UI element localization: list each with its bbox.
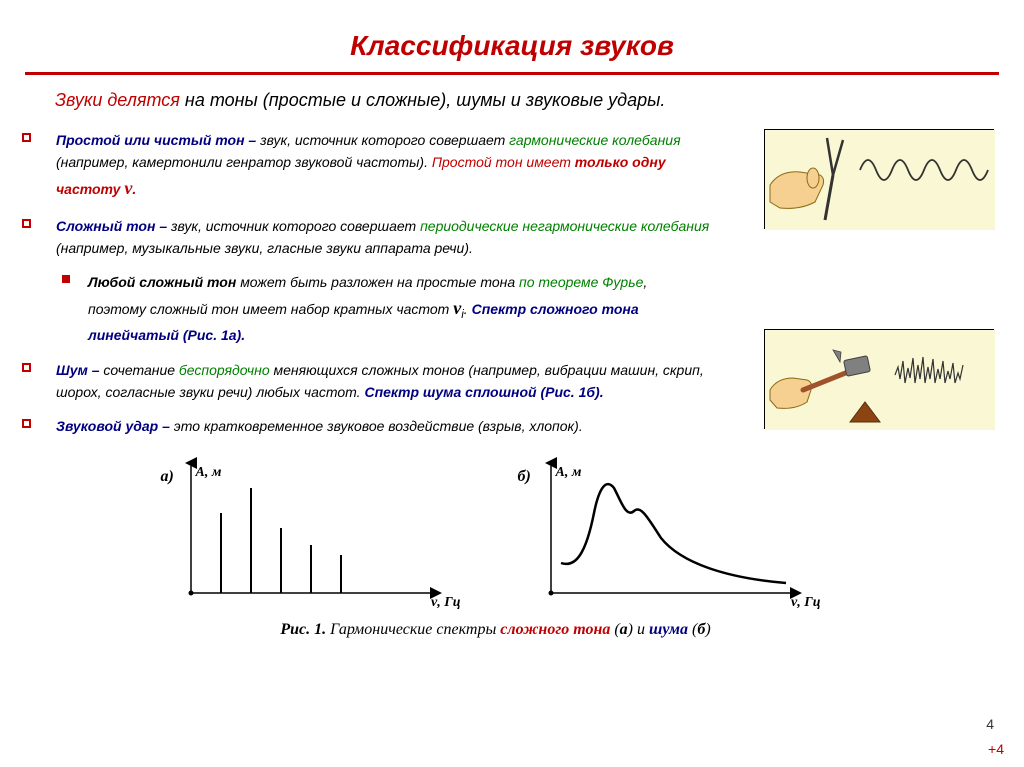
p3-blue: Спектр шума сплошной [364, 384, 536, 400]
cap-t5: ) [705, 621, 710, 638]
p1-dot: . [132, 181, 136, 197]
subtitle-red: Звуки делятся [55, 90, 180, 110]
bullet-icon [22, 219, 31, 228]
figure-caption: Рис. 1. Гармонические спектры сложного т… [22, 621, 969, 639]
bullet-filled-icon [62, 275, 70, 283]
content-area: Простой или чистый тон – звук, источник … [0, 129, 1024, 639]
p2-t1: звук, источник которого совершает [167, 218, 420, 234]
p1-lead: Простой или чистый тон – [56, 132, 256, 148]
text-fourier: Любой сложный тон может быть разложен на… [88, 271, 708, 346]
label-a: а) [161, 468, 174, 486]
p4-t1: это кратковременное звуковое воздействие… [170, 418, 583, 434]
p2-lead: Сложный тон – [56, 218, 167, 234]
p2b-t3: . [464, 301, 472, 317]
page-title: Классификация звуков [0, 0, 1024, 72]
cap-t1: Гармонические спектры [326, 621, 500, 638]
p3-ref: (Рис. 1б) [537, 384, 600, 400]
p1-red2: Простой тон имеет [432, 154, 575, 170]
p4-lead: Звуковой удар – [56, 418, 170, 434]
plus-number: +4 [988, 741, 1004, 757]
subtitle: Звуки делятся на тоны (простые и сложные… [0, 90, 1024, 129]
p2b-nu: ν [453, 298, 461, 318]
p2b-dot: . [241, 327, 245, 343]
axis-x-a: ν, Гц [431, 595, 460, 611]
cap-lead: Рис. 1. [280, 621, 326, 638]
axis-x-b: ν, Гц [791, 595, 820, 611]
cap-t4: ( [688, 621, 697, 638]
cap-red: сложного тона [500, 621, 610, 638]
p2b-t1: может быть разложен на простые тона [236, 274, 519, 290]
cap-blue: шума [649, 621, 688, 638]
chart-continuous-spectrum: б) А, м ν, Гц [526, 453, 826, 613]
illustration-tuning-fork [764, 129, 994, 229]
label-b: б) [518, 468, 531, 486]
p2b-lead: Любой сложный тон [88, 274, 236, 290]
p1-green: гармонические колебания [509, 132, 680, 148]
page-number: 4 [986, 716, 994, 732]
spectrum-charts: а) А, м ν, Гц б) А, м [22, 453, 969, 613]
subtitle-rest: на тоны (простые и сложные), шумы и звук… [180, 90, 665, 110]
axis-y-b: А, м [556, 465, 582, 481]
bullet-icon [22, 363, 31, 372]
text-noise: Шум – сочетание беспорядочно меняющихся … [56, 359, 716, 404]
cap-a: а [620, 621, 628, 638]
text-simple-tone: Простой или чистый тон – звук, источник … [56, 129, 716, 203]
chart-line-spectrum: а) А, м ν, Гц [166, 453, 466, 613]
p1-t1: звук, источник которого совершает [256, 132, 509, 148]
bullet-icon [22, 133, 31, 142]
p3-t1: сочетание [100, 362, 179, 378]
p1-t2: (например, камертонили генратор звуковой… [56, 154, 432, 170]
p3-dot: . [600, 384, 604, 400]
bullet-icon [22, 419, 31, 428]
cap-t2: ( [610, 621, 619, 638]
p2-green: периодические негармонические колебания [420, 218, 709, 234]
p3-lead: Шум – [56, 362, 100, 378]
p3-green: беспорядочно [179, 362, 270, 378]
title-divider [25, 72, 999, 75]
illustration-hammer [764, 329, 994, 429]
text-sound-impact: Звуковой удар – это кратковременное звук… [56, 415, 583, 437]
text-complex-tone: Сложный тон – звук, источник которого со… [56, 215, 716, 260]
axis-y-a: А, м [196, 465, 222, 481]
p2b-ref: (Рис. 1а) [179, 327, 241, 343]
p2-t2: (например, музыкальные звуки, гласные зв… [56, 240, 473, 256]
cap-t3: ) и [628, 621, 649, 638]
p2b-green: по теореме Фурье [519, 274, 643, 290]
